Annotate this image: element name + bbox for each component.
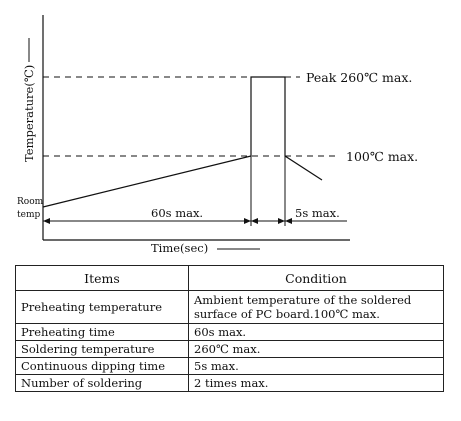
room-temp-label: Room — [17, 197, 44, 207]
items-column-header: Items — [15, 265, 189, 291]
condition-column-header: Condition — [188, 265, 444, 291]
room-temp-label-2: temp — [17, 210, 40, 220]
temperature-profile-line — [42, 76, 323, 208]
condition-line: surface of PC board.100℃ max. — [194, 307, 380, 321]
peak-temperature-label: Peak 260℃ max. — [306, 70, 412, 85]
item-cell: Preheating time — [15, 323, 189, 341]
table-row: Number of soldering 2 times max. — [15, 374, 444, 392]
mid-temperature-label: 100℃ max. — [346, 149, 418, 164]
item-cell: Continuous dipping time — [15, 357, 189, 375]
condition-line: Ambient temperature of the soldered — [194, 293, 412, 307]
condition-cell: Ambient temperature of the soldered surf… — [188, 290, 444, 324]
arrow-head-5s-left — [251, 218, 258, 224]
arrow-head-60s-left — [43, 218, 50, 224]
table-row: Preheating temperature Ambient temperatu… — [15, 290, 444, 324]
table-row: Soldering temperature 260℃ max. — [15, 340, 444, 358]
arrow-head-60s-right — [244, 218, 251, 224]
item-cell: Number of soldering — [15, 374, 189, 392]
preheat-duration-label: 60s max. — [151, 206, 203, 220]
condition-cell: 5s max. — [188, 357, 444, 375]
x-axis-label: Time(sec) — [151, 241, 208, 255]
condition-cell: 60s max. — [188, 323, 444, 341]
soldering-conditions-table: Items Condition Preheating temperature A… — [15, 265, 444, 392]
table-header-row: Items Condition — [15, 265, 444, 291]
y-axis-label: Temperature(℃) — [22, 65, 36, 162]
soldering-profile-diagram: Temperature(℃) Peak 260℃ max. 100℃ max. … — [17, 15, 418, 255]
arrow-head-5s-right — [278, 218, 285, 224]
table-row: Preheating time 60s max. — [15, 323, 444, 341]
item-cell: Soldering temperature — [15, 340, 189, 358]
condition-cell: 2 times max. — [188, 374, 444, 392]
item-cell: Preheating temperature — [15, 290, 189, 324]
condition-cell: 260℃ max. — [188, 340, 444, 358]
dip-duration-label: 5s max. — [295, 206, 340, 220]
arrow-head-5s-outer-right — [285, 218, 292, 224]
table-row: Continuous dipping time 5s max. — [15, 357, 444, 375]
